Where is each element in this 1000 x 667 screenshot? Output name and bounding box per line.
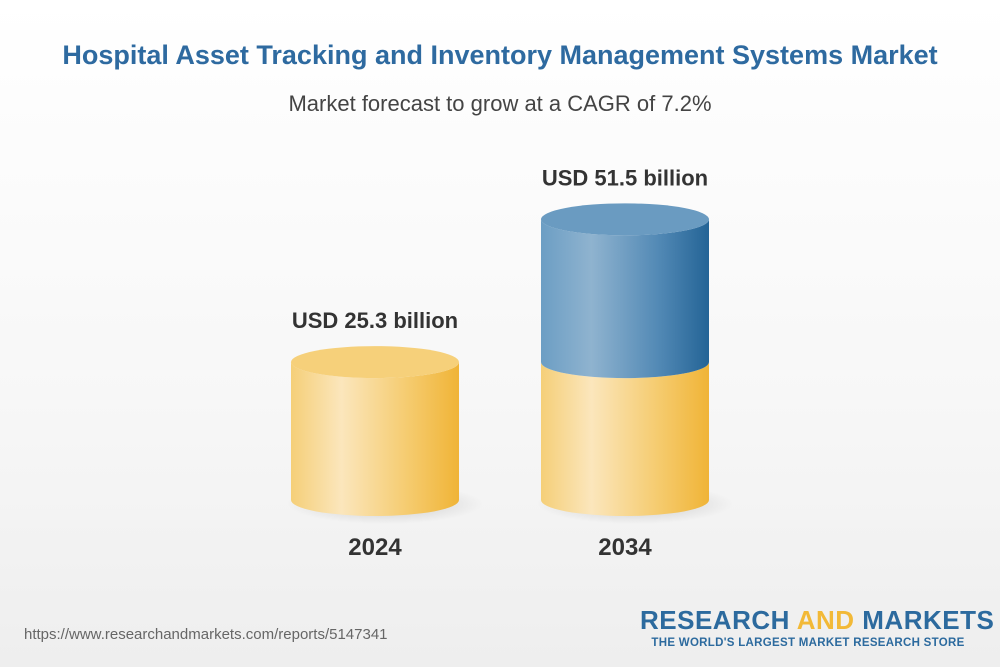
cylinder-base-2034 bbox=[541, 362, 709, 516]
research-and-markets-logo: RESEARCH AND MARKETS THE WORLD'S LARGEST… bbox=[640, 605, 994, 649]
cylinder-growth-2034 bbox=[541, 219, 709, 379]
category-label-2024: 2024 bbox=[348, 534, 402, 561]
chart-title: Hospital Asset Tracking and Inventory Ma… bbox=[62, 40, 938, 70]
report-url[interactable]: https://www.researchandmarkets.com/repor… bbox=[24, 626, 388, 643]
logo-word: RESEARCH bbox=[640, 605, 790, 635]
cylinder-chart: USD 25.3 billion USD 51.5 billion 2024 2… bbox=[287, 165, 733, 561]
data-label-2034: USD 51.5 billion bbox=[542, 165, 708, 190]
chart-subtitle: Market forecast to grow at a CAGR of 7.2… bbox=[288, 91, 712, 116]
logo-word: MARKETS bbox=[862, 605, 995, 635]
logo-word: AND bbox=[796, 605, 855, 635]
cylinder-top-2024 bbox=[291, 346, 459, 379]
cylinder-top-2034 bbox=[541, 203, 709, 236]
data-label-2024: USD 25.3 billion bbox=[292, 308, 458, 333]
cylinder-base-2024 bbox=[291, 362, 459, 516]
category-label-2034: 2034 bbox=[598, 534, 652, 561]
logo-tagline: THE WORLD'S LARGEST MARKET RESEARCH STOR… bbox=[651, 637, 965, 649]
